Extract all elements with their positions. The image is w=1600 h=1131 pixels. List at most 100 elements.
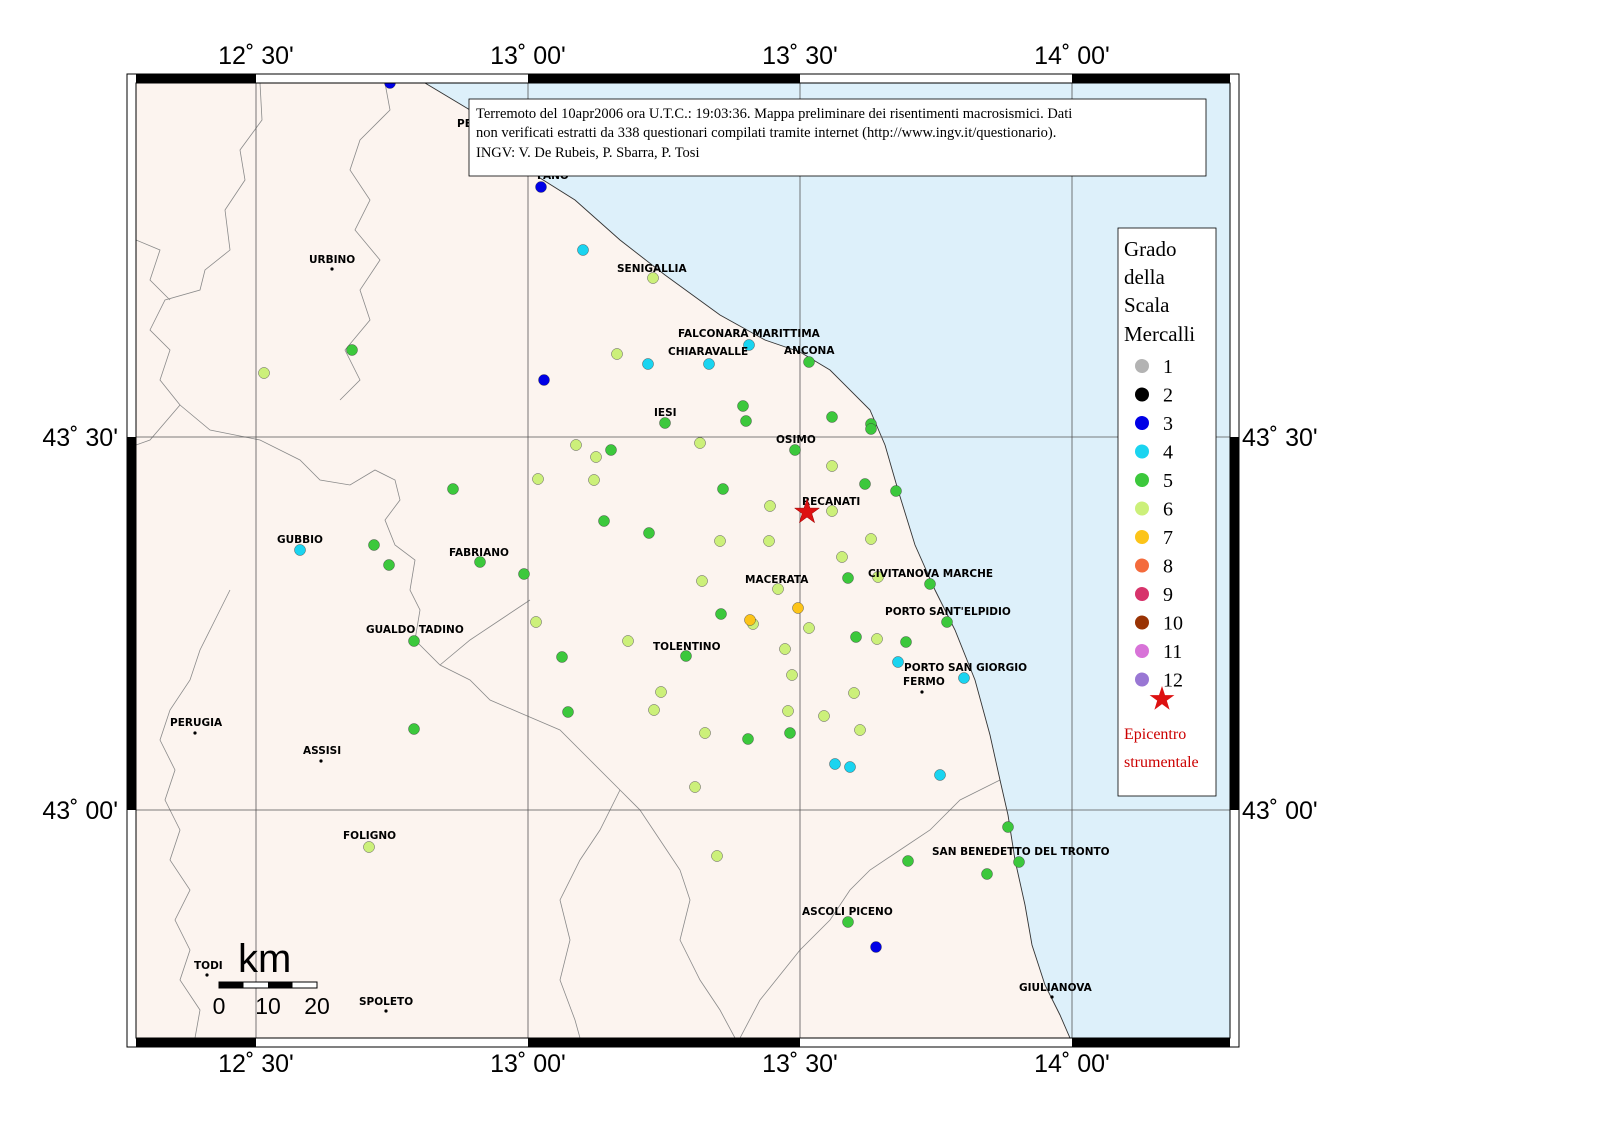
legend-swatch (1135, 444, 1149, 459)
city-label: PE (457, 118, 472, 130)
lon-label-bottom-3: 13˚ 30' (762, 1050, 838, 1078)
intensity-point (872, 571, 884, 583)
city-label: TODI (194, 960, 223, 972)
intensity-point (782, 705, 794, 717)
intensity-point (703, 358, 715, 370)
city-label: PORTO SAN GIORGIO (904, 662, 1027, 674)
intensity-point (577, 244, 589, 256)
lat-label-right-1: 43˚ 30' (1242, 424, 1318, 452)
intensity-point (826, 411, 838, 423)
intensity-point (588, 474, 600, 486)
city-dot (330, 267, 334, 271)
intensity-point (924, 578, 936, 590)
city-label: SPOLETO (359, 996, 413, 1008)
intensity-point (826, 505, 838, 517)
city-label: ANCONA (784, 345, 835, 357)
legend-level-label: 5 (1163, 470, 1173, 492)
lon-label-top-1: 12˚ 30' (218, 42, 294, 70)
intensity-point (659, 417, 671, 429)
intensity-point (699, 727, 711, 739)
intensity-point (648, 704, 660, 716)
intensity-point (605, 444, 617, 456)
intensity-point (779, 643, 791, 655)
intensity-point (447, 483, 459, 495)
legend-title-line-1: Grado (1124, 237, 1176, 261)
info-line-2: non verificati estratti da 338 questiona… (476, 125, 1056, 141)
info-box: Terremoto del 10apr2006 ora U.T.C.: 19:0… (468, 98, 1207, 177)
intensity-point (643, 527, 655, 539)
intensity-point (941, 616, 953, 628)
axis-labels: 12˚ 30' 13˚ 00' 13˚ 30' 14˚ 00' 12˚ 30' … (42, 42, 1317, 1078)
legend: Grado della Scala Mercalli 1234567891011… (1117, 227, 1217, 797)
city-label: OSIMO (776, 434, 816, 446)
city-label: PORTO SANT'ELPIDIO (885, 606, 1011, 618)
intensity-point (981, 868, 993, 880)
intensity-point (764, 500, 776, 512)
intensity-point (784, 727, 796, 739)
lon-label-top-4: 14˚ 00' (1034, 42, 1110, 70)
city-dot (319, 759, 323, 763)
scale-bar: km 0 10 20 (213, 937, 330, 1019)
scale-tick-0: 0 (213, 993, 226, 1019)
legend-swatch (1135, 416, 1149, 430)
intensity-point (870, 941, 882, 953)
legend-level-label: 3 (1163, 413, 1173, 435)
city-labels: PEFANOURBINOSENIGALLIAFALCONARA MARITTIM… (170, 118, 1110, 1013)
legend-level-label: 10 (1163, 613, 1183, 635)
city-label: MACERATA (745, 574, 809, 586)
intensity-point (763, 535, 775, 547)
city-dot (1050, 995, 1054, 999)
region-borders (136, 83, 1001, 1038)
scale-unit: km (238, 937, 291, 981)
lon-label-bottom-1: 12˚ 30' (218, 1050, 294, 1078)
lon-label-top-2: 13˚ 00' (490, 42, 566, 70)
legend-level-label: 12 (1163, 670, 1183, 692)
legend-level-label: 6 (1163, 499, 1173, 521)
intensity-point (717, 483, 729, 495)
graticule (136, 83, 1230, 1038)
lon-label-bottom-4: 14˚ 00' (1034, 1050, 1110, 1078)
intensity-point (900, 636, 912, 648)
info-line-1: Terremoto del 10apr2006 ora U.T.C.: 19:0… (476, 106, 1072, 122)
intensity-point (680, 650, 692, 662)
intensity-point (1002, 821, 1014, 833)
intensity-point (786, 669, 798, 681)
legend-swatch (1135, 501, 1149, 516)
intensity-point (647, 272, 659, 284)
intensity-point (611, 348, 623, 360)
legend-swatch (1135, 615, 1149, 630)
intensity-point (715, 608, 727, 620)
city-dot (384, 1009, 388, 1013)
intensity-point (859, 478, 871, 490)
lat-label-left-2: 43˚ 00' (42, 797, 118, 825)
intensity-point (598, 515, 610, 527)
city-label: ASCOLI PICENO (802, 906, 893, 918)
city-dot (205, 973, 209, 977)
intensity-point (740, 415, 752, 427)
intensity-point (384, 83, 396, 89)
intensity-point (829, 758, 841, 770)
legend-swatch (1135, 672, 1149, 687)
city-label: GUALDO TADINO (366, 624, 464, 636)
legend-swatch (1135, 558, 1149, 573)
legend-swatch (1135, 530, 1149, 544)
intensity-point (865, 423, 877, 435)
lat-label-left-1: 43˚ 30' (42, 424, 118, 452)
legend-swatch (1135, 387, 1149, 402)
city-label: URBINO (309, 254, 355, 266)
legend-swatch (1135, 473, 1149, 487)
legend-epicenter-label-2: strumentale (1124, 754, 1199, 771)
city-dot (920, 690, 924, 694)
intensity-point (934, 769, 946, 781)
legend-level-label: 1 (1163, 356, 1173, 378)
intensity-point (408, 635, 420, 647)
intensity-point (535, 181, 547, 193)
intensity-point (803, 622, 815, 634)
legend-level-label: 8 (1163, 556, 1173, 578)
intensity-point (383, 559, 395, 571)
lon-label-bottom-2: 13˚ 00' (490, 1050, 566, 1078)
city-label: SAN BENEDETTO DEL TRONTO (932, 846, 1110, 858)
intensity-point (714, 535, 726, 547)
